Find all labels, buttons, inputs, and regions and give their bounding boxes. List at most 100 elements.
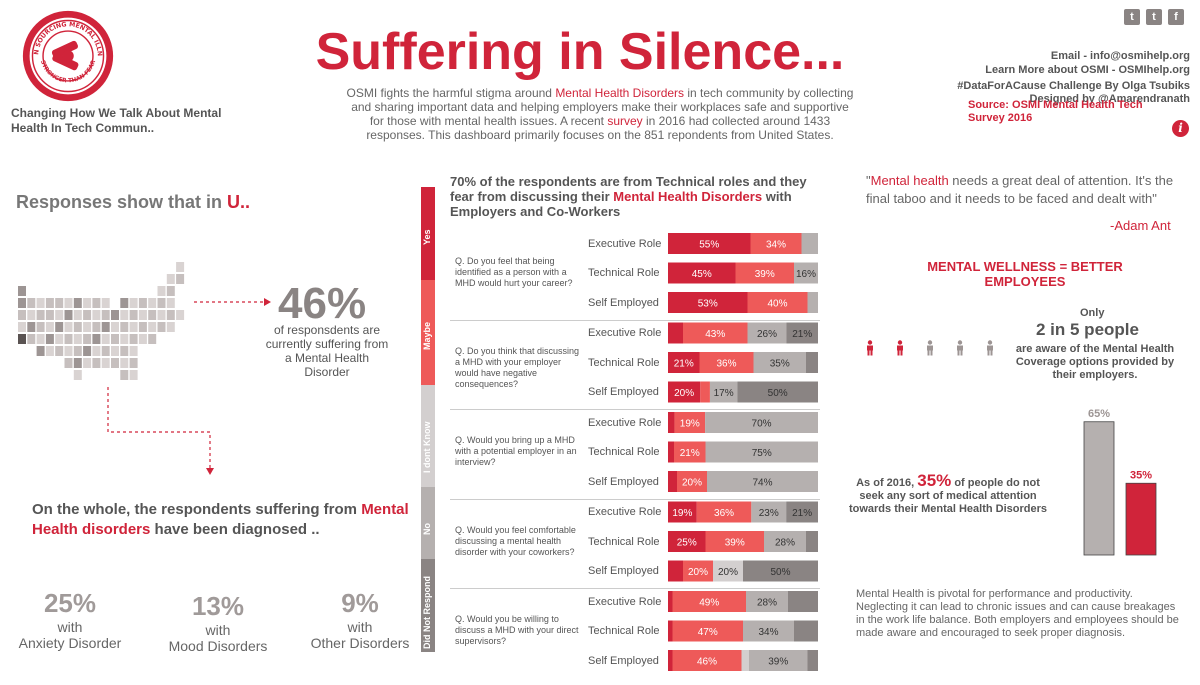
state-tile[interactable] (101, 334, 110, 344)
facebook-icon[interactable]: f (1168, 9, 1184, 25)
state-tile[interactable] (111, 322, 119, 332)
bar-segment[interactable] (668, 501, 697, 523)
state-tile[interactable] (129, 298, 138, 308)
bar-segment[interactable] (674, 441, 706, 463)
state-tile[interactable] (73, 298, 82, 308)
state-tile[interactable] (148, 334, 157, 344)
bar-segment[interactable] (753, 352, 807, 373)
state-tile[interactable] (64, 346, 73, 356)
state-tile[interactable] (92, 310, 101, 320)
intro-mhd-link[interactable]: Mental Health Disorders (555, 86, 685, 100)
bar-segment[interactable] (668, 650, 673, 671)
bar-segment[interactable] (786, 322, 819, 344)
bar-segment[interactable] (700, 381, 710, 403)
state-tile[interactable] (120, 298, 129, 308)
bar-segment[interactable] (705, 531, 765, 552)
bar-segment[interactable] (668, 620, 673, 642)
state-tile[interactable] (138, 298, 147, 308)
state-tile[interactable] (55, 334, 64, 344)
state-tile[interactable] (138, 322, 147, 332)
bar-segment[interactable] (677, 471, 707, 492)
bar-segment[interactable] (668, 322, 683, 344)
state-tile[interactable] (73, 322, 82, 332)
state-tile[interactable] (101, 310, 110, 320)
state-tile[interactable] (83, 346, 92, 356)
bar-segment[interactable] (672, 650, 742, 671)
state-tile[interactable] (166, 274, 175, 284)
bar-segment[interactable] (794, 262, 818, 284)
state-tile[interactable] (36, 310, 45, 320)
state-tile[interactable] (18, 298, 26, 308)
state-tile[interactable] (83, 334, 92, 344)
state-tile[interactable] (129, 358, 138, 368)
state-tile[interactable] (120, 370, 129, 380)
bar-segment[interactable] (801, 233, 819, 254)
state-tile[interactable] (83, 358, 92, 368)
state-tile[interactable] (36, 334, 45, 344)
state-tile[interactable] (92, 298, 101, 308)
bar-segment[interactable] (741, 650, 750, 671)
state-tile[interactable] (64, 298, 73, 308)
bar-segment[interactable] (705, 441, 819, 463)
state-tile[interactable] (45, 310, 54, 320)
state-tile[interactable] (129, 310, 138, 320)
state-tile[interactable] (18, 322, 26, 332)
medical-bar[interactable] (1083, 421, 1115, 556)
legend-yes[interactable]: Yes (421, 187, 435, 280)
bar-segment[interactable] (794, 620, 818, 642)
bar-segment[interactable] (713, 560, 743, 582)
bar-segment[interactable] (747, 292, 808, 313)
state-tile[interactable] (120, 310, 129, 320)
info-icon[interactable]: i (1172, 120, 1189, 137)
bar-segment[interactable] (668, 381, 701, 403)
state-tile[interactable] (129, 322, 138, 332)
bar-segment[interactable] (806, 352, 818, 373)
state-tile[interactable] (157, 286, 166, 296)
state-tile[interactable] (73, 346, 82, 356)
state-tile[interactable] (157, 310, 166, 320)
bar-segment[interactable] (747, 322, 787, 344)
bar-segment[interactable] (746, 591, 788, 612)
state-tile[interactable] (101, 346, 110, 356)
bar-segment[interactable] (806, 531, 818, 552)
country-selector[interactable]: U.. (227, 192, 251, 212)
state-tile[interactable] (176, 262, 185, 272)
state-tile[interactable] (55, 346, 64, 356)
state-tile[interactable] (73, 310, 82, 320)
state-tile[interactable] (36, 298, 45, 308)
bar-segment[interactable] (709, 381, 738, 403)
bar-segment[interactable] (683, 322, 748, 344)
state-tile[interactable] (36, 346, 45, 356)
twitter-icon[interactable]: t (1124, 9, 1140, 25)
bar-segment[interactable] (786, 501, 818, 523)
legend-maybe[interactable]: Maybe (421, 280, 435, 385)
legend-no[interactable]: No (421, 487, 435, 559)
state-tile[interactable] (111, 358, 119, 368)
learn-more-link[interactable]: Learn More about OSMI - OSMIhelp.org (985, 64, 1190, 76)
state-tile[interactable] (55, 322, 64, 332)
bar-segment[interactable] (705, 412, 818, 433)
legend-dont-know[interactable]: I dont Know (421, 385, 435, 487)
legend-did-not-respond[interactable]: Did Not Respond (421, 559, 435, 652)
state-tile[interactable] (92, 358, 101, 368)
bar-segment[interactable] (668, 352, 700, 373)
bar-segment[interactable] (750, 233, 802, 254)
bar-segment[interactable] (788, 591, 818, 612)
bar-segment[interactable] (735, 262, 795, 284)
bar-segment[interactable] (743, 560, 818, 582)
state-tile[interactable] (64, 322, 73, 332)
state-tile[interactable] (27, 298, 36, 308)
state-tile[interactable] (157, 322, 166, 332)
state-tile[interactable] (138, 334, 147, 344)
state-tile[interactable] (101, 358, 110, 368)
state-tile[interactable] (176, 310, 185, 320)
state-tile[interactable] (111, 334, 119, 344)
state-tile[interactable] (45, 298, 54, 308)
state-tile[interactable] (166, 322, 175, 332)
state-tile[interactable] (27, 310, 36, 320)
bar-segment[interactable] (668, 292, 748, 313)
state-tile[interactable] (64, 334, 73, 344)
state-tile[interactable] (120, 322, 129, 332)
bar-segment[interactable] (668, 531, 706, 552)
state-tile[interactable] (18, 334, 26, 344)
